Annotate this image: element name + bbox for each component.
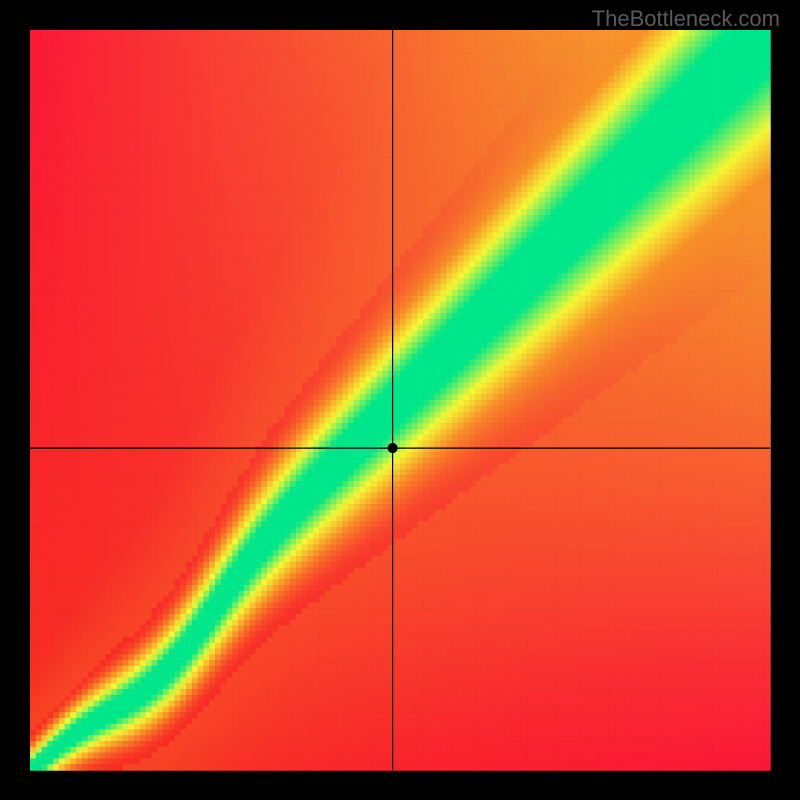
watermark-text: TheBottleneck.com (592, 6, 780, 32)
heatmap-canvas (0, 0, 800, 800)
chart-container: TheBottleneck.com (0, 0, 800, 800)
